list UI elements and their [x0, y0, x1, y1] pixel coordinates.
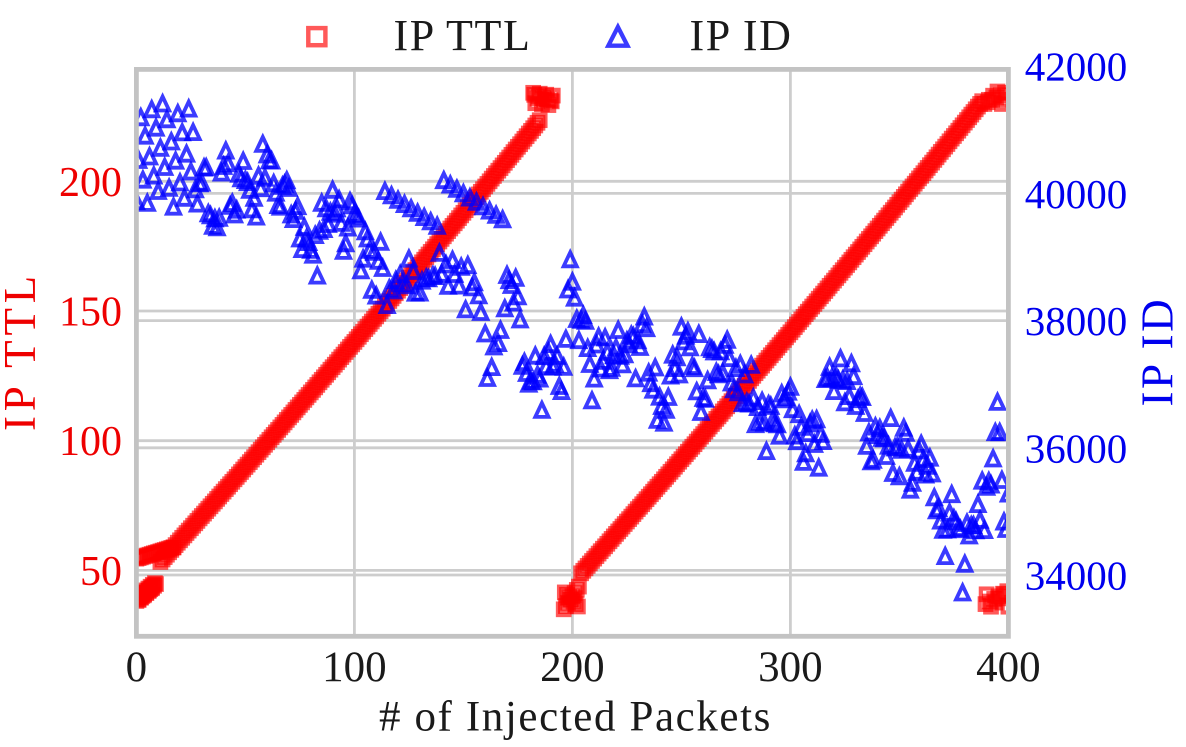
- svg-text:34000: 34000: [1025, 553, 1128, 599]
- svg-text:42000: 42000: [1025, 44, 1128, 90]
- svg-text:IP ID: IP ID: [1133, 297, 1183, 407]
- svg-text:36000: 36000: [1025, 425, 1128, 471]
- svg-text:150: 150: [59, 290, 122, 336]
- svg-text:IP ID: IP ID: [690, 11, 793, 60]
- svg-text:# of Injected Packets: # of Injected Packets: [379, 694, 772, 741]
- svg-text:100: 100: [59, 419, 122, 465]
- svg-text:200: 200: [59, 160, 122, 206]
- svg-text:40000: 40000: [1025, 171, 1128, 217]
- svg-text:100: 100: [322, 644, 387, 691]
- svg-text:0: 0: [126, 644, 148, 691]
- svg-text:300: 300: [758, 644, 823, 691]
- svg-text:IP TTL: IP TTL: [0, 271, 45, 431]
- svg-text:50: 50: [80, 549, 122, 595]
- svg-text:IP TTL: IP TTL: [394, 11, 532, 60]
- svg-text:38000: 38000: [1025, 298, 1128, 344]
- svg-text:400: 400: [976, 644, 1041, 691]
- svg-text:200: 200: [540, 644, 605, 691]
